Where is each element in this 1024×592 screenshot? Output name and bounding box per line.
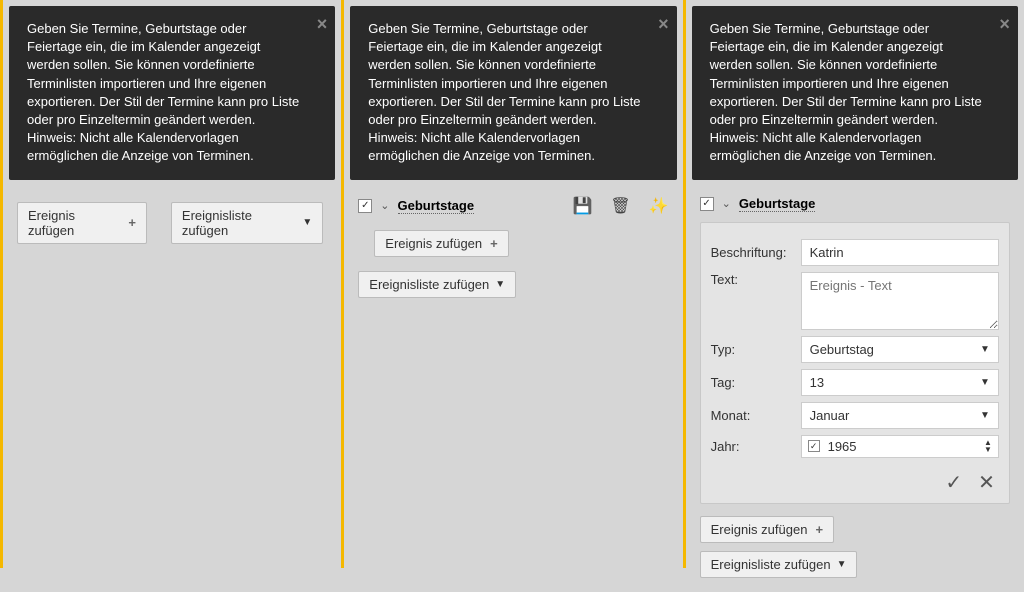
plus-icon: + (815, 522, 823, 537)
plus-icon: + (128, 215, 136, 230)
select-typ-value: Geburtstag (810, 342, 874, 357)
info-text: Geben Sie Termine, Geburtstage oder Feie… (27, 21, 299, 163)
events-panel-list: × Geben Sie Termine, Geburtstage oder Fe… (341, 0, 682, 568)
add-event-button[interactable]: Ereignis zufügen + (700, 516, 834, 543)
info-box: × Geben Sie Termine, Geburtstage oder Fe… (9, 6, 335, 180)
info-text: Geben Sie Termine, Geburtstage oder Feie… (710, 21, 982, 163)
add-list-button[interactable]: Ereignisliste zufügen ▼ (700, 551, 858, 578)
info-text: Geben Sie Termine, Geburtstage oder Feie… (368, 21, 640, 163)
input-text[interactable] (801, 272, 999, 330)
event-group-header: ✓ ⌄ Geburtstage 💾 🗑 ✨ (358, 190, 668, 222)
close-icon[interactable]: × (999, 12, 1010, 37)
panel-content: ✓ ⌄ Geburtstage Beschriftung: Text: Typ:… (686, 180, 1024, 592)
panel-content: ✓ ⌄ Geburtstage 💾 🗑 ✨ Ereignis zufügen +… (344, 180, 682, 312)
events-panel-form: × Geben Sie Termine, Geburtstage oder Fe… (683, 0, 1024, 568)
wand-icon[interactable]: ✨ (649, 196, 669, 216)
add-list-button[interactable]: Ereignisliste zufügen ▼ (171, 202, 323, 244)
spinner-arrows[interactable]: ▲▼ (984, 439, 992, 453)
group-checkbox[interactable]: ✓ (358, 199, 372, 213)
caret-down-icon: ▼ (980, 344, 990, 355)
save-icon[interactable]: 💾 (572, 196, 592, 216)
caret-down-icon: ▼ (980, 377, 990, 388)
label-jahr: Jahr: (711, 439, 801, 454)
plus-icon: + (490, 236, 498, 251)
add-event-button[interactable]: Ereignis zufügen + (17, 202, 147, 244)
add-list-label: Ereignisliste zufügen (182, 208, 296, 238)
add-list-label: Ereignisliste zufügen (369, 277, 489, 292)
group-tools: 💾 🗑 ✨ (572, 196, 668, 216)
input-jahr[interactable]: ✓ 1965 ▲▼ (801, 435, 999, 458)
list-button-wrap: Ereignisliste zufügen ▼ (358, 267, 668, 302)
add-event-label: Ereignis zufügen (711, 522, 808, 537)
confirm-icon[interactable]: ✓ (945, 470, 962, 495)
row-beschriftung: Beschriftung: (711, 239, 999, 266)
chevron-down-icon[interactable]: ⌄ (722, 197, 731, 210)
cancel-icon[interactable]: ✕ (978, 470, 995, 495)
trash-icon[interactable]: 🗑 (610, 196, 630, 216)
select-tag-value: 13 (810, 375, 824, 390)
button-row: Ereignis zufügen + Ereignisliste zufügen… (17, 198, 327, 248)
caret-down-icon: ▼ (302, 217, 312, 228)
close-icon[interactable]: × (658, 12, 669, 37)
select-monat-value: Januar (810, 408, 850, 423)
add-event-button[interactable]: Ereignis zufügen + (374, 230, 508, 257)
group-checkbox[interactable]: ✓ (700, 197, 714, 211)
row-monat: Monat: Januar ▼ (711, 402, 999, 429)
row-jahr: Jahr: ✓ 1965 ▲▼ (711, 435, 999, 458)
label-beschriftung: Beschriftung: (711, 245, 801, 260)
event-form: Beschriftung: Text: Typ: Geburtstag ▼ Ta… (700, 222, 1010, 504)
info-box: × Geben Sie Termine, Geburtstage oder Fe… (692, 6, 1018, 180)
select-tag[interactable]: 13 ▼ (801, 369, 999, 396)
group-title[interactable]: Geburtstage (739, 196, 816, 212)
label-text: Text: (711, 272, 801, 287)
jahr-checkbox[interactable]: ✓ (808, 440, 820, 452)
add-event-wrap: Ereignis zufügen + (700, 512, 1010, 547)
input-beschriftung[interactable] (801, 239, 999, 266)
caret-down-icon: ▼ (980, 410, 990, 421)
info-box: × Geben Sie Termine, Geburtstage oder Fe… (350, 6, 676, 180)
form-actions: ✓ ✕ (711, 464, 999, 497)
label-typ: Typ: (711, 342, 801, 357)
events-panel-empty: × Geben Sie Termine, Geburtstage oder Fe… (0, 0, 341, 568)
caret-down-icon: ▼ (495, 279, 505, 290)
row-text: Text: (711, 272, 999, 330)
label-monat: Monat: (711, 408, 801, 423)
group-body: Ereignis zufügen + (374, 226, 668, 261)
add-list-button[interactable]: Ereignisliste zufügen ▼ (358, 271, 516, 298)
add-event-label: Ereignis zufügen (28, 208, 120, 238)
add-event-label: Ereignis zufügen (385, 236, 482, 251)
row-typ: Typ: Geburtstag ▼ (711, 336, 999, 363)
group-title[interactable]: Geburtstage (398, 198, 475, 214)
close-icon[interactable]: × (317, 12, 328, 37)
label-tag: Tag: (711, 375, 801, 390)
select-monat[interactable]: Januar ▼ (801, 402, 999, 429)
row-tag: Tag: 13 ▼ (711, 369, 999, 396)
chevron-down-icon[interactable]: ⌄ (380, 199, 389, 212)
jahr-value: 1965 (828, 439, 857, 454)
panel-content: Ereignis zufügen + Ereignisliste zufügen… (3, 180, 341, 258)
select-typ[interactable]: Geburtstag ▼ (801, 336, 999, 363)
add-list-wrap: Ereignisliste zufügen ▼ (700, 547, 1010, 582)
add-list-label: Ereignisliste zufügen (711, 557, 831, 572)
event-group-header: ✓ ⌄ Geburtstage (700, 190, 1010, 218)
